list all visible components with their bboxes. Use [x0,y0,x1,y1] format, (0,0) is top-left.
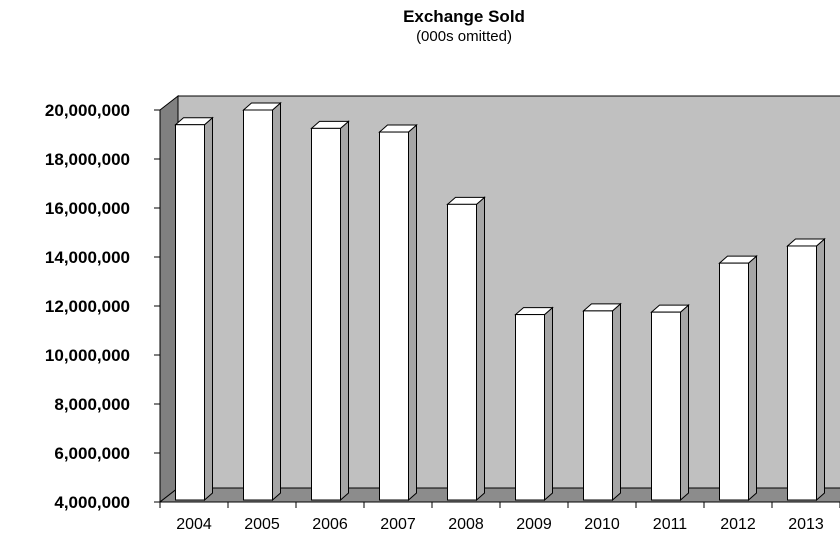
bar-side [680,304,689,502]
bar [242,101,282,502]
bar [718,255,758,502]
bar-side [544,306,553,502]
bar-side [340,120,349,502]
y-tick-label: 6,000,000 [54,444,130,463]
y-tick-label: 10,000,000 [45,346,130,365]
bar [310,120,350,502]
bar [514,306,554,502]
y-tick-label: 16,000,000 [45,199,130,218]
bar [174,116,214,502]
chart-title: Exchange Sold [403,7,525,26]
y-tick-label: 18,000,000 [45,150,130,169]
bar-side [204,116,213,502]
y-tick-label: 12,000,000 [45,297,130,316]
x-tick-label: 2004 [176,516,212,533]
y-axis: 4,000,000 6,000,000 8,000,000 10,000,000 12,… [45,101,161,512]
x-tick-label: 2007 [380,516,416,533]
bar-side [476,196,485,502]
bar-face [175,124,205,501]
bar [446,196,486,502]
x-tick-label: 2010 [584,516,620,533]
x-tick-label: 2011 [653,516,688,533]
bars [174,101,826,502]
x-tick-label: 2008 [448,516,484,533]
y-tick-label: 4,000,000 [54,493,130,512]
bar-face [719,262,749,501]
bar-side [612,302,621,502]
bar [786,237,826,502]
bar [582,302,622,502]
bar-side [272,101,281,502]
bar-face [447,203,477,501]
bar-face [243,109,273,501]
bar-face [379,131,409,501]
bar-side [748,255,757,502]
x-tick-label: 2013 [788,516,824,533]
x-tick-label: 2006 [312,516,348,533]
x-tick-label: 2012 [720,516,756,533]
bar-face [651,311,681,501]
y-tick-label: 20,000,000 [45,101,130,120]
bar-side [408,123,417,502]
bar [378,123,418,502]
bar-face [311,127,341,501]
bar-face [583,310,613,501]
chart-subtitle: (000s omitted) [416,28,512,45]
bar [650,304,690,502]
x-axis: 2004 2005 2006 2007 2008 2009 2010 2011 2012 2013 [159,501,840,533]
x-tick-label: 2005 [244,516,280,533]
bar-face [515,314,545,501]
y-tick-label: 8,000,000 [54,395,130,414]
x-tick-label: 2009 [516,516,552,533]
y-tick-label: 14,000,000 [45,248,130,267]
bar-side [816,237,825,502]
bar-face [787,245,817,501]
